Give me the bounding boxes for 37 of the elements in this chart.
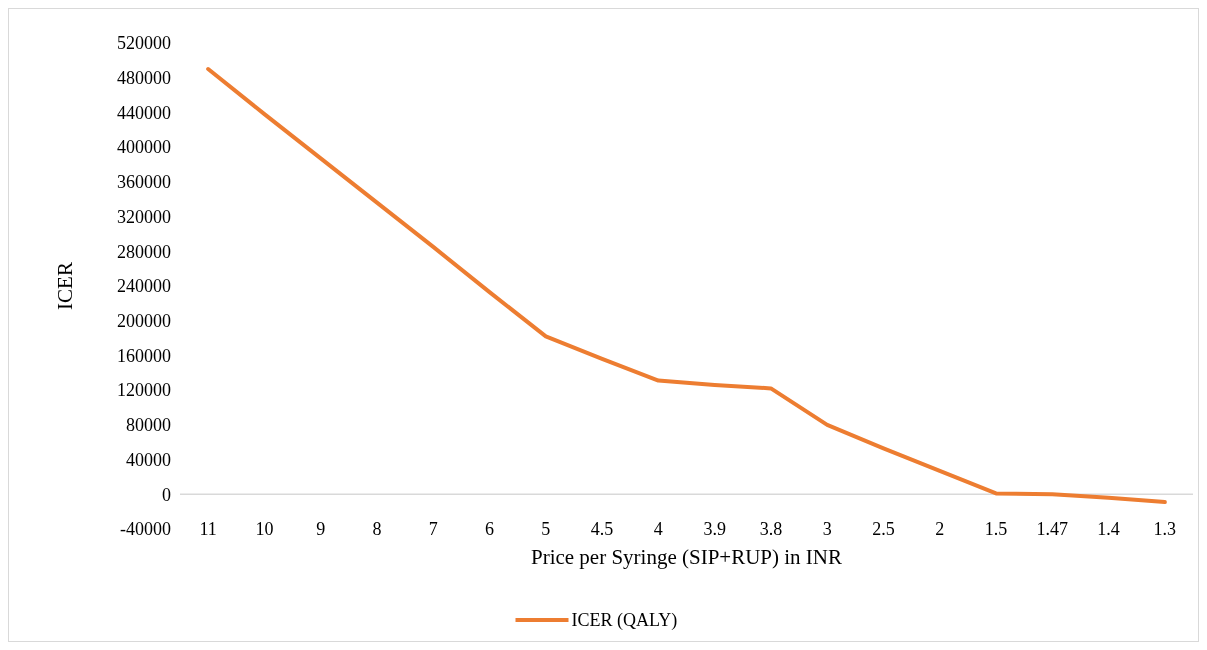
x-tick-label: 8 [372,519,382,540]
x-tick-label: 5 [541,519,551,540]
x-tick-label: 3.8 [759,519,783,540]
y-axis-title: ICER [53,262,77,310]
x-tick-label: 6 [485,519,495,540]
y-tick-label: 200000 [117,311,171,332]
y-tick-label: 80000 [126,415,171,436]
x-tick-label: 1.4 [1097,519,1120,540]
x-tick-label: 10 [255,519,274,540]
y-tick-label: 120000 [117,380,171,401]
legend-label: ICER (QALY) [571,610,678,632]
x-tick-label: 2 [935,519,945,540]
x-tick-label: 4 [653,519,663,540]
x-tick-label: 1.5 [984,519,1008,540]
y-tick-label: 400000 [117,137,171,158]
y-tick-label: -40000 [120,519,171,540]
x-tick-label: 3.9 [703,519,726,540]
y-tick-label: 480000 [117,68,171,89]
y-tick-label: 280000 [117,241,171,262]
y-tick-label: 0 [162,484,171,505]
x-tick-label: 11 [199,519,217,540]
x-tick-label: 7 [428,519,438,540]
y-tick-label: 360000 [117,172,171,193]
y-tick-label: 240000 [117,276,171,297]
x-tick-label: 9 [316,519,326,540]
y-tick-label: 320000 [117,206,171,227]
y-tick-label: 160000 [117,345,171,366]
x-tick-label: 4.5 [590,519,614,540]
x-tick-label: 3 [822,519,832,540]
line-series [206,67,1167,505]
x-tick-label: 1.3 [1153,519,1177,540]
y-tick-label: 40000 [126,449,171,470]
y-tick-label: 440000 [117,102,171,123]
x-tick-label: 2.5 [872,519,895,540]
y-tick-label: 520000 [117,33,171,54]
x-axis-title: Price per Syringe (SIP+RUP) in INR [530,545,843,569]
x-tick-label: 1.47 [1036,519,1069,540]
